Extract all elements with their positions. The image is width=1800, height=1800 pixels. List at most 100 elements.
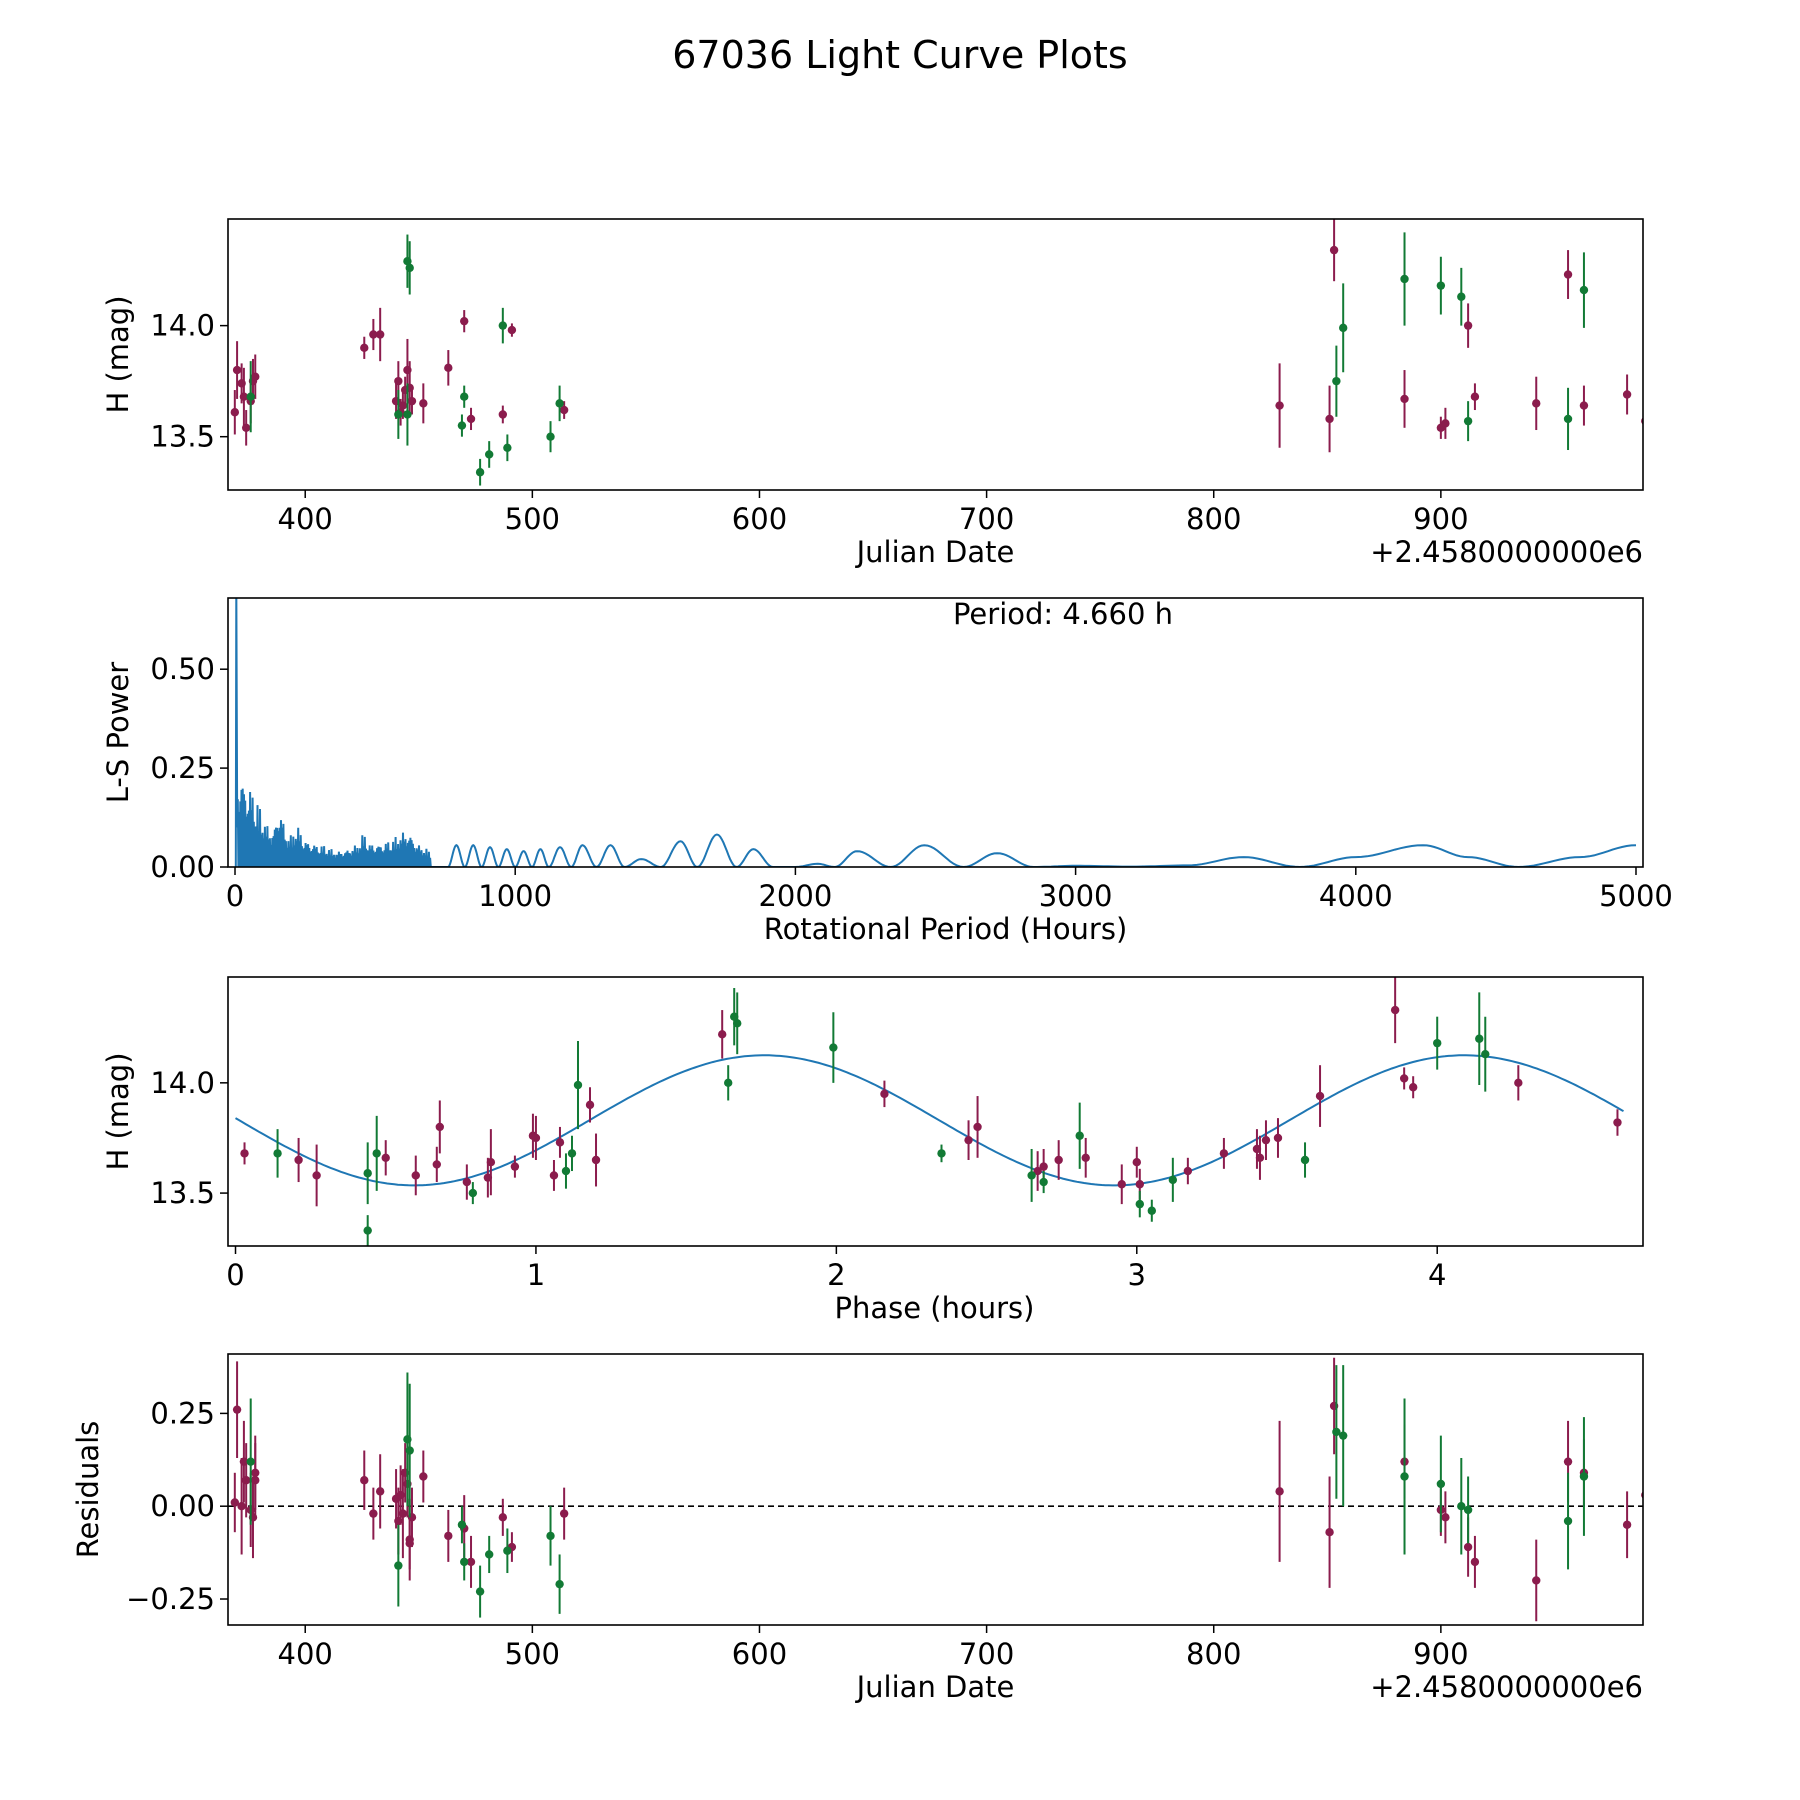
data-point	[241, 423, 251, 433]
data-point	[1400, 394, 1409, 404]
data-point	[1255, 1153, 1265, 1163]
data-point	[1463, 321, 1473, 330]
x-axis-label: Rotational Period (Hours)	[764, 912, 1128, 946]
data-point	[484, 450, 494, 459]
data-point	[1039, 1162, 1048, 1171]
data-point	[294, 1155, 303, 1165]
data-point	[369, 330, 378, 339]
data-point	[1457, 1502, 1466, 1511]
data-point	[405, 263, 414, 273]
data-point	[486, 1158, 496, 1167]
y-axis-label: Residuals	[71, 1421, 105, 1559]
x-tick-label: 500	[505, 1637, 560, 1671]
data-point	[507, 325, 517, 335]
data-point	[405, 1446, 414, 1455]
data-point	[360, 343, 369, 353]
data-point	[1436, 281, 1446, 290]
axes-frame	[227, 218, 1644, 491]
x-tick-label: 800	[1186, 502, 1241, 536]
data-point	[432, 1160, 441, 1169]
data-point	[246, 392, 255, 401]
data-point	[1470, 392, 1480, 401]
data-point	[1039, 1177, 1048, 1187]
y-tick-label: 14.0	[150, 309, 215, 343]
data-point	[407, 396, 417, 406]
x-offset-label: +2.4580000000e6	[1370, 535, 1643, 569]
data-point	[1325, 414, 1334, 424]
axes-frame	[227, 1353, 1644, 1626]
data-point	[1054, 1155, 1063, 1165]
data-point	[717, 1030, 727, 1039]
data-point	[241, 1476, 251, 1485]
x-tick-label: 5000	[1599, 879, 1673, 913]
data-point	[1332, 1427, 1341, 1437]
data-point	[1325, 1527, 1334, 1537]
data-point	[1117, 1180, 1126, 1189]
data-point	[973, 1122, 982, 1132]
series-filter-green	[273, 988, 1490, 1246]
x-tick-label: 0	[226, 1258, 244, 1292]
data-point	[1332, 376, 1341, 386]
data-point	[251, 372, 260, 381]
data-point	[555, 399, 564, 408]
data-point	[475, 468, 485, 477]
data-point	[394, 1561, 403, 1570]
data-point	[484, 1550, 494, 1559]
x-tick-label: 900	[1413, 1637, 1468, 1671]
series-filter-red	[240, 977, 1622, 1207]
data-point	[1514, 1078, 1523, 1088]
phase-panel: 0 1 2 3 4 13.5 14.0 Phase (hours) H (mag)	[101, 976, 1644, 1325]
data-point	[1579, 401, 1589, 410]
data-point	[1532, 399, 1541, 408]
x-tick-label: 1	[527, 1258, 545, 1292]
data-point	[880, 1089, 889, 1099]
data-point	[251, 1468, 260, 1477]
x-offset-label: +2.4580000000e6	[1370, 1670, 1643, 1704]
data-point	[1147, 1206, 1157, 1215]
y-tick-label: 13.5	[150, 420, 215, 454]
data-point	[1470, 1557, 1480, 1567]
x-axis-label: Julian Date	[855, 535, 1015, 569]
series-filter-green	[246, 232, 1589, 486]
data-point	[394, 376, 403, 386]
data-point	[230, 1498, 240, 1507]
data-point	[460, 316, 469, 326]
data-point	[1261, 1135, 1271, 1145]
x-axis-label: Phase (hours)	[835, 1291, 1035, 1325]
x-tick-label: 4	[1428, 1258, 1446, 1292]
data-point	[1441, 1513, 1450, 1522]
data-point	[1441, 419, 1450, 428]
data-point	[498, 321, 508, 330]
data-point	[1338, 323, 1348, 333]
x-tick-label: 600	[732, 1637, 787, 1671]
data-point	[457, 421, 467, 430]
plot-area	[230, 219, 1643, 486]
data-point	[1329, 245, 1339, 255]
data-point	[363, 1169, 372, 1178]
data-point	[240, 1149, 249, 1158]
data-point	[1613, 1118, 1622, 1127]
y-axis-label: L-S Power	[101, 662, 135, 803]
data-point	[1168, 1175, 1178, 1185]
data-point	[360, 1476, 369, 1485]
residuals-panel: 400 500 600 700 800 900 −0.25 0.00 0.25 Julian Da…	[71, 1353, 1644, 1704]
data-point	[1300, 1155, 1310, 1165]
data-point	[559, 405, 569, 415]
data-point	[457, 1520, 467, 1529]
data-point	[531, 1133, 541, 1143]
data-point	[444, 363, 453, 373]
data-point	[1563, 414, 1573, 424]
x-tick-label: 500	[505, 502, 560, 536]
data-point	[498, 1513, 508, 1522]
x-tick-label: 700	[959, 502, 1014, 536]
data-point	[1081, 1153, 1090, 1163]
data-point	[1219, 1149, 1229, 1158]
periodogram-line	[234, 598, 1637, 867]
data-point	[1481, 1049, 1490, 1059]
data-point	[510, 1162, 520, 1171]
data-point	[561, 1166, 571, 1176]
data-point	[567, 1149, 577, 1158]
x-tick-label: 600	[732, 502, 787, 536]
series-filter-green	[246, 1365, 1589, 1618]
